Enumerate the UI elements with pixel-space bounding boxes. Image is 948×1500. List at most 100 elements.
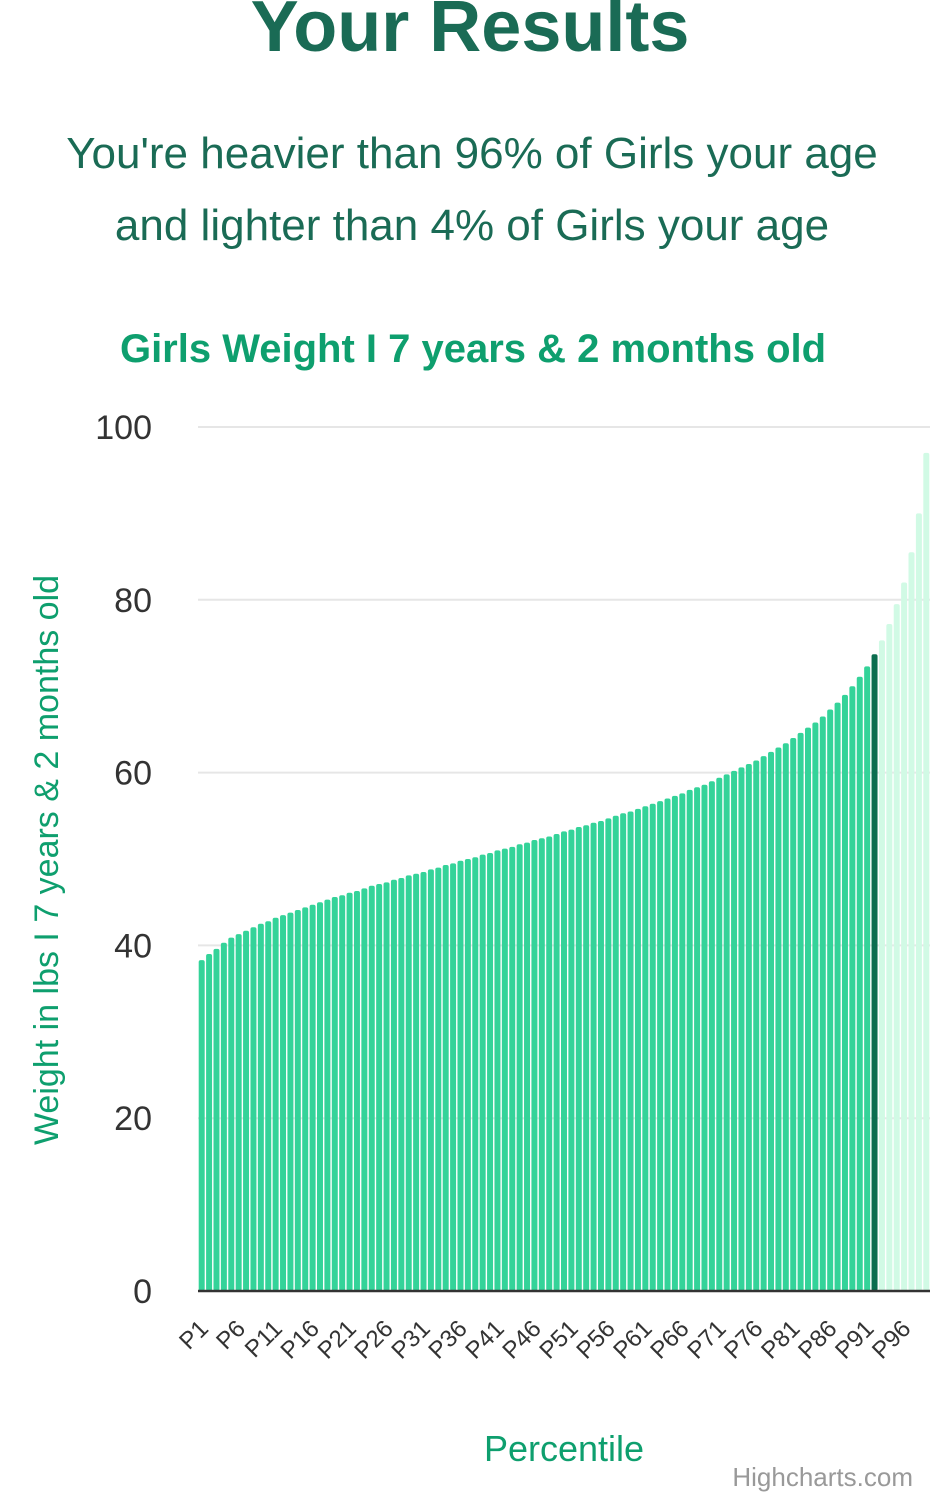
bar-p23[interactable] — [361, 888, 368, 1291]
highcharts-credit[interactable]: Highcharts.com — [732, 1462, 913, 1492]
bar-p2[interactable] — [206, 954, 213, 1291]
bar-p46[interactable] — [531, 839, 538, 1291]
bar-p96[interactable] — [901, 582, 908, 1291]
bar-p85[interactable] — [819, 716, 826, 1291]
bar-p47[interactable] — [538, 838, 545, 1291]
bar-p8[interactable] — [250, 927, 257, 1291]
bar-p30[interactable] — [413, 873, 420, 1291]
bar-p29[interactable] — [405, 875, 412, 1291]
bar-p19[interactable] — [331, 897, 338, 1291]
bar-p50[interactable] — [561, 831, 567, 1291]
bar-p42[interactable] — [501, 848, 508, 1291]
bar-p99[interactable] — [923, 452, 930, 1291]
bar-p72[interactable] — [723, 774, 730, 1291]
bar-p56[interactable] — [605, 818, 612, 1291]
bar-p77[interactable] — [760, 756, 767, 1291]
bar-p61[interactable] — [642, 806, 649, 1291]
bar-p31[interactable] — [420, 871, 427, 1291]
bar-p70[interactable] — [708, 781, 715, 1291]
bar-p95[interactable] — [893, 604, 900, 1291]
bar-p40[interactable] — [487, 852, 494, 1291]
bar-p39[interactable] — [479, 854, 486, 1291]
bar-p6[interactable] — [235, 934, 242, 1291]
bar-p14[interactable] — [294, 909, 301, 1291]
bar-p84[interactable] — [812, 722, 819, 1291]
bar-p71[interactable] — [716, 777, 723, 1291]
bar-p94[interactable] — [886, 623, 893, 1291]
bar-p67[interactable] — [686, 789, 693, 1291]
bar-p91[interactable] — [864, 666, 871, 1291]
bar-p60[interactable] — [634, 808, 641, 1291]
bar-p59[interactable] — [627, 811, 634, 1291]
bar-p76[interactable] — [753, 760, 760, 1292]
bar-p26[interactable] — [383, 882, 390, 1291]
bar-p27[interactable] — [390, 879, 397, 1291]
bar-p63[interactable] — [657, 801, 664, 1291]
bar-p48[interactable] — [546, 836, 553, 1291]
bar-p69[interactable] — [701, 784, 708, 1291]
bar-p54[interactable] — [590, 822, 597, 1291]
bar-p4[interactable] — [220, 942, 227, 1291]
bar-p3[interactable] — [213, 948, 220, 1291]
bar-p52[interactable] — [575, 827, 582, 1291]
bar-p16[interactable] — [309, 904, 316, 1291]
bar-p15[interactable] — [302, 907, 309, 1291]
bar-p55[interactable] — [597, 820, 604, 1291]
bar-p25[interactable] — [376, 884, 383, 1291]
bar-p80[interactable] — [782, 743, 789, 1291]
bar-p98[interactable] — [915, 513, 922, 1291]
bar-p90[interactable] — [856, 676, 863, 1291]
bar-p24[interactable] — [368, 885, 375, 1291]
bar-p97[interactable] — [908, 552, 915, 1291]
bar-p82[interactable] — [797, 732, 804, 1291]
bar-p45[interactable] — [524, 842, 531, 1291]
bar-p11[interactable] — [272, 917, 279, 1291]
bar-p65[interactable] — [671, 795, 678, 1291]
bar-p12[interactable] — [280, 915, 287, 1291]
bar-p35[interactable] — [450, 863, 457, 1291]
bar-p21[interactable] — [346, 892, 353, 1291]
bar-p36[interactable] — [457, 860, 464, 1291]
bar-p7[interactable] — [243, 930, 250, 1291]
bar-p88[interactable] — [841, 694, 848, 1291]
bar-p33[interactable] — [435, 867, 442, 1291]
bar-p83[interactable] — [805, 727, 811, 1291]
bar-p20[interactable] — [339, 895, 346, 1291]
bar-p34[interactable] — [442, 865, 449, 1291]
bar-p10[interactable] — [265, 921, 272, 1291]
bar-p32[interactable] — [427, 869, 434, 1291]
bar-p22[interactable] — [353, 890, 360, 1291]
bar-p89[interactable] — [849, 686, 856, 1291]
bar-p74[interactable] — [738, 767, 745, 1291]
bar-p18[interactable] — [324, 899, 331, 1291]
bar-p81[interactable] — [790, 738, 797, 1291]
bar-p43[interactable] — [509, 846, 516, 1291]
bar-p51[interactable] — [568, 829, 575, 1291]
bar-p13[interactable] — [287, 912, 294, 1291]
bar-p38[interactable] — [472, 857, 479, 1291]
bar-p92[interactable] — [871, 654, 878, 1291]
bar-p75[interactable] — [745, 763, 752, 1291]
bar-p64[interactable] — [664, 798, 671, 1291]
bar-p79[interactable] — [775, 747, 782, 1291]
bar-p87[interactable] — [834, 702, 841, 1291]
bar-p68[interactable] — [694, 787, 701, 1291]
bar-p93[interactable] — [878, 640, 885, 1291]
bar-p86[interactable] — [827, 709, 834, 1291]
bar-p44[interactable] — [516, 844, 523, 1291]
bar-p9[interactable] — [257, 923, 264, 1291]
bar-p1[interactable] — [198, 960, 205, 1291]
bar-p49[interactable] — [553, 833, 560, 1291]
bar-p53[interactable] — [583, 825, 590, 1291]
bar-p41[interactable] — [494, 850, 501, 1291]
bar-p73[interactable] — [731, 770, 738, 1291]
bar-p78[interactable] — [768, 751, 775, 1291]
bar-p37[interactable] — [464, 859, 471, 1291]
bar-p66[interactable] — [679, 793, 686, 1291]
bar-p28[interactable] — [398, 878, 405, 1291]
bar-p58[interactable] — [620, 813, 627, 1291]
bar-p57[interactable] — [612, 815, 619, 1291]
bar-p62[interactable] — [649, 803, 656, 1291]
bar-p5[interactable] — [228, 937, 235, 1291]
bar-p17[interactable] — [317, 902, 323, 1291]
